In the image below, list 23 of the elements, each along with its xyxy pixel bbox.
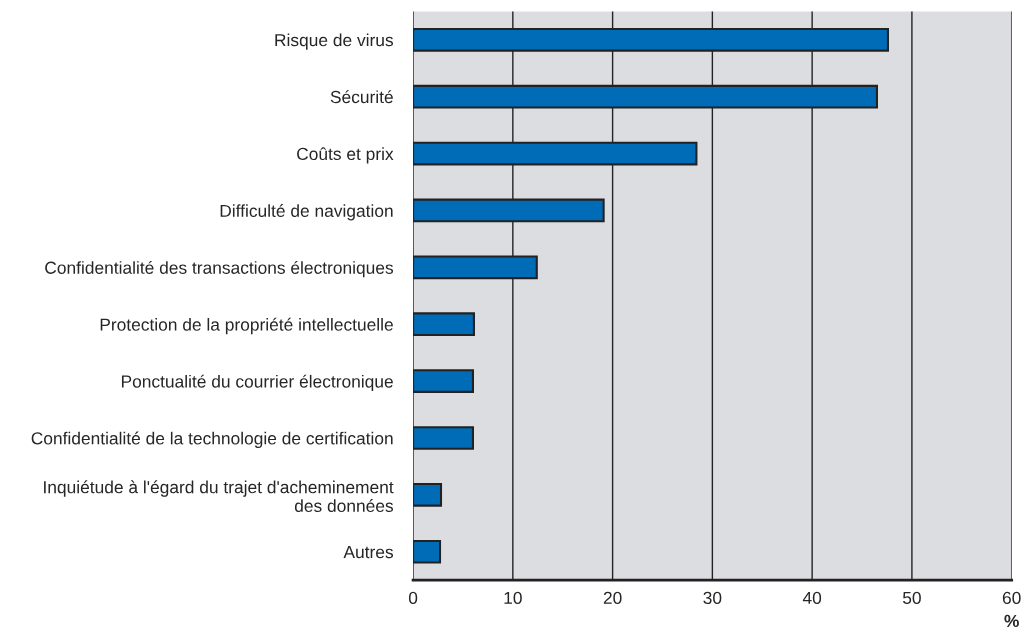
- y-tick-label: Ponctualité du courrier électronique: [121, 374, 393, 392]
- x-tick-label: 50: [902, 591, 921, 605]
- x-tick-label: 40: [802, 591, 822, 605]
- bar: [413, 369, 474, 393]
- y-tick-label: Coûts et prix: [297, 147, 394, 164]
- y-tick-label: Protection de la propriété intellectuelle: [100, 317, 393, 335]
- x-tick-label: 10: [504, 591, 522, 605]
- bar: [413, 483, 443, 507]
- x-tick-label: 30: [703, 591, 722, 605]
- y-tick-label: Risque de virus: [275, 33, 394, 50]
- y-tick-label: Sécurité: [330, 90, 393, 104]
- x-tick-label: 20: [603, 591, 622, 605]
- x-tick-label: 0: [408, 591, 418, 605]
- bar: [413, 539, 442, 564]
- bar: [413, 312, 475, 337]
- y-tick-label: Autres: [343, 546, 394, 559]
- x-tick-label: 60: [1002, 591, 1021, 605]
- y-tick-label: Difficulté de navigation: [220, 204, 393, 221]
- y-tick-label: Confidentialité des transactions électroniques: [45, 260, 394, 278]
- y-tick-label: Confidentialité de la technologie de certification: [31, 431, 393, 448]
- x-axis-title: %: [1004, 614, 1019, 628]
- bar: [413, 426, 474, 450]
- y-tick-label: Inquiétude à l'égard du trajet d'acheminement des données: [44, 480, 394, 513]
